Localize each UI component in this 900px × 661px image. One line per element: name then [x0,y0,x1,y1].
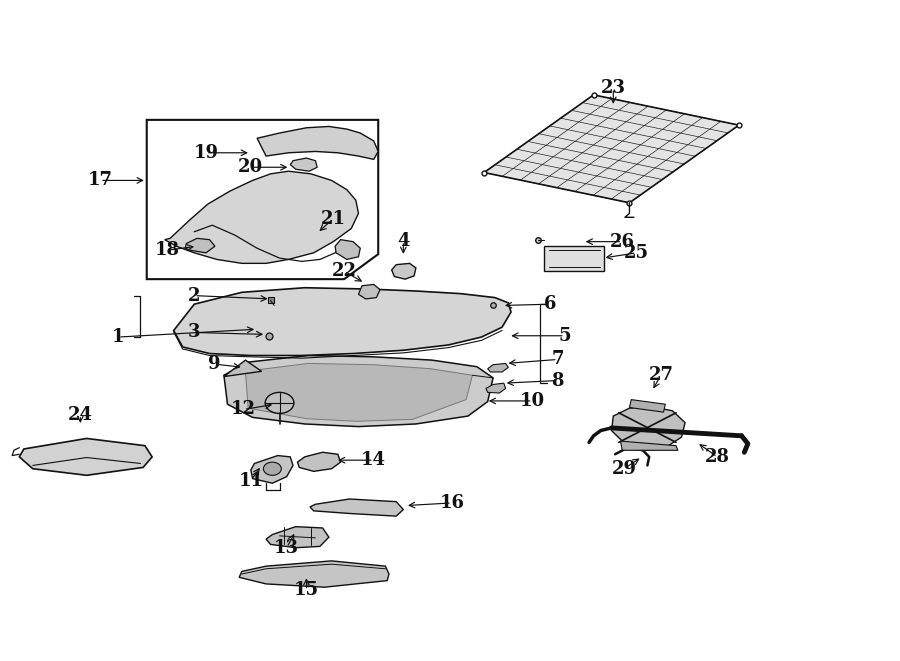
Text: 9: 9 [208,355,220,373]
Text: 11: 11 [238,471,264,490]
Text: 2: 2 [188,287,201,305]
Polygon shape [620,441,678,450]
Text: 6: 6 [544,295,557,313]
Polygon shape [174,288,511,356]
Text: 27: 27 [648,366,673,384]
Text: 22: 22 [331,262,356,280]
Polygon shape [19,438,152,475]
Text: 15: 15 [294,582,319,600]
Text: 20: 20 [238,158,264,176]
Polygon shape [392,263,416,279]
Text: 21: 21 [321,210,346,227]
Text: 26: 26 [610,233,634,251]
Text: 5: 5 [559,327,572,345]
Polygon shape [165,171,358,263]
Polygon shape [257,126,378,159]
Polygon shape [310,499,403,516]
Polygon shape [251,455,293,483]
Text: 1: 1 [112,328,124,346]
Text: 17: 17 [87,171,112,190]
Polygon shape [488,364,508,372]
Polygon shape [544,247,604,271]
Polygon shape [629,400,665,412]
Polygon shape [291,158,317,171]
Text: 24: 24 [68,406,93,424]
Text: 12: 12 [231,401,256,418]
Polygon shape [611,407,685,450]
Text: 19: 19 [194,144,219,162]
Polygon shape [224,356,493,426]
Text: 23: 23 [601,79,626,97]
Text: 3: 3 [188,323,201,342]
Polygon shape [224,360,262,377]
Polygon shape [239,561,389,587]
Text: 7: 7 [552,350,564,368]
Text: 25: 25 [624,244,649,262]
Text: 18: 18 [155,241,180,259]
Polygon shape [298,452,340,471]
Polygon shape [486,383,506,393]
Text: 16: 16 [439,494,464,512]
Text: 14: 14 [361,451,386,469]
Polygon shape [147,120,378,279]
Circle shape [266,393,294,413]
Text: 4: 4 [397,232,410,250]
Polygon shape [484,95,739,203]
Text: 10: 10 [520,392,545,410]
Polygon shape [185,239,215,253]
Text: 8: 8 [552,371,564,389]
Polygon shape [266,527,328,548]
Polygon shape [335,240,360,259]
Text: 13: 13 [274,539,299,557]
Polygon shape [358,284,380,299]
Polygon shape [246,364,472,421]
Text: 28: 28 [705,448,730,466]
Text: 29: 29 [612,460,636,478]
Circle shape [264,462,282,475]
